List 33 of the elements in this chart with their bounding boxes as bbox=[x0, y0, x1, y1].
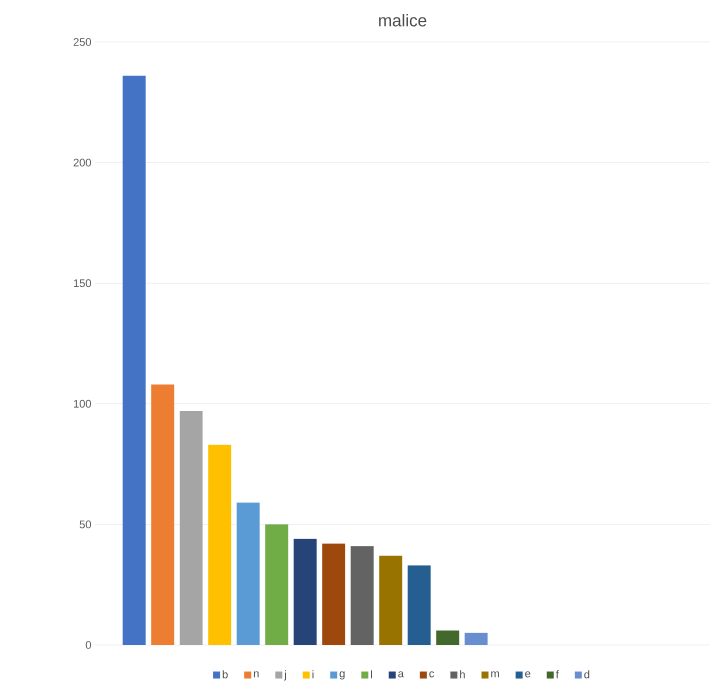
legend-label: l bbox=[371, 670, 372, 678]
legend-label: b bbox=[222, 670, 228, 678]
bar bbox=[294, 538, 317, 645]
legend-label: j bbox=[284, 670, 286, 681]
legend-label: e bbox=[525, 671, 530, 678]
bar bbox=[408, 565, 431, 645]
bar bbox=[151, 384, 174, 645]
legend-label: h bbox=[460, 670, 465, 678]
legend-label: f bbox=[556, 670, 559, 678]
bar bbox=[464, 632, 488, 645]
bar bbox=[236, 502, 260, 645]
y-tick-label: 0 bbox=[86, 641, 92, 649]
legend-label: n bbox=[254, 671, 259, 678]
legend-label: a bbox=[398, 671, 404, 678]
bar bbox=[350, 546, 374, 645]
y-tick-label: 150 bbox=[74, 279, 92, 288]
bar bbox=[379, 556, 402, 645]
legend-label: d bbox=[584, 670, 590, 678]
y-tick-label: 250 bbox=[74, 38, 92, 46]
y-tick-label: 100 bbox=[74, 400, 92, 408]
bar bbox=[208, 444, 232, 645]
bar bbox=[436, 630, 460, 645]
bar bbox=[180, 411, 203, 645]
bar bbox=[265, 524, 288, 645]
bar bbox=[322, 544, 346, 645]
chart-title: malice bbox=[379, 14, 426, 26]
legend-label: c bbox=[429, 671, 434, 678]
y-tick-label: 200 bbox=[74, 158, 92, 166]
legend-label: i bbox=[312, 670, 314, 678]
legend-label: m bbox=[491, 671, 499, 678]
legend-label: g bbox=[340, 671, 345, 680]
bar bbox=[122, 76, 146, 645]
y-tick-label: 50 bbox=[80, 520, 92, 528]
